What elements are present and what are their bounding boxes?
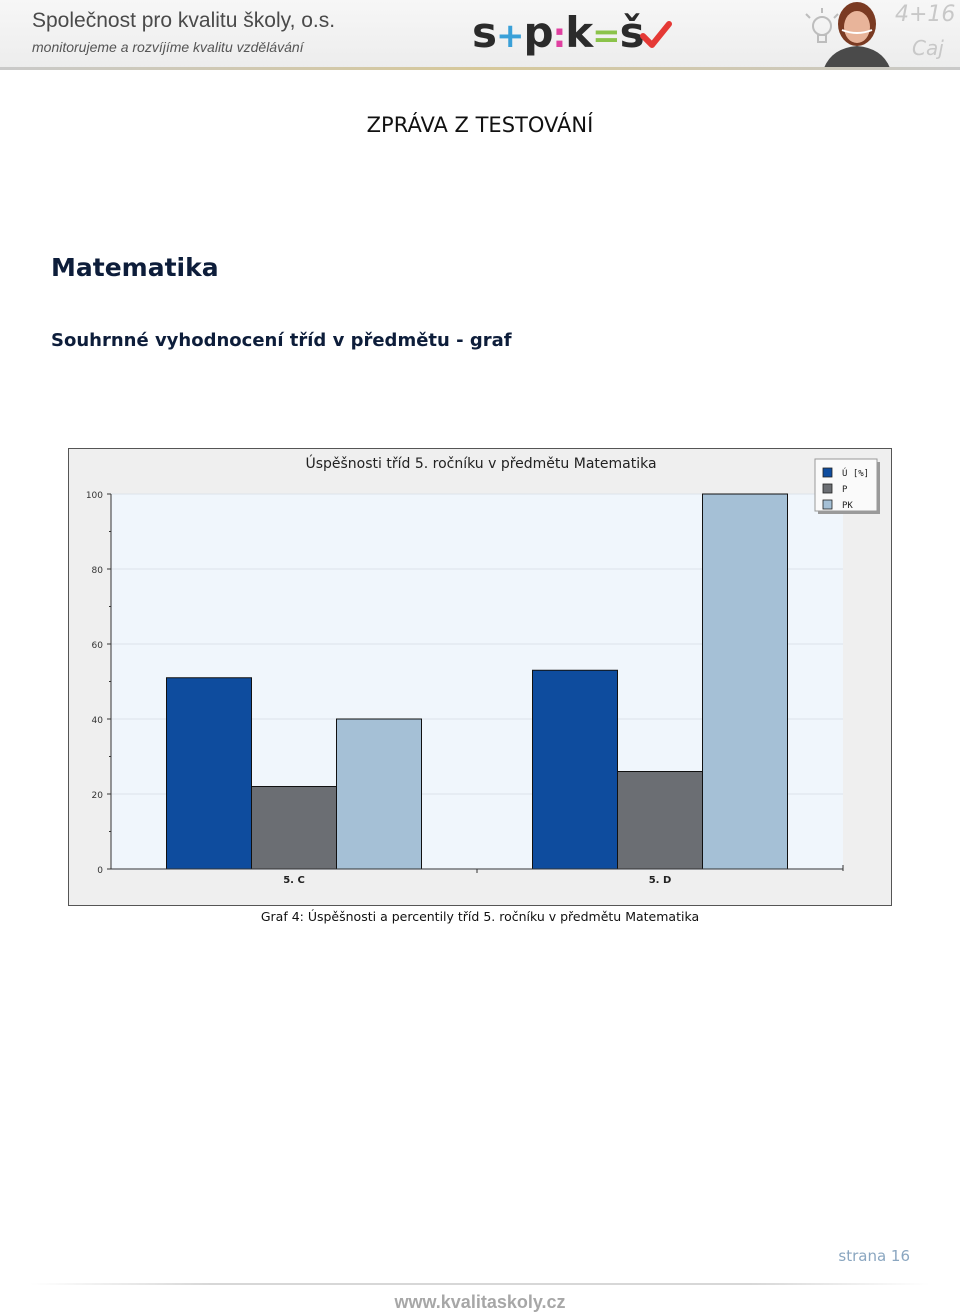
chart-title: Úspěšnosti tříd 5. ročníku v předmětu Ma… bbox=[305, 454, 656, 472]
person-photo bbox=[824, 2, 890, 68]
header-divider bbox=[0, 67, 960, 70]
y-tick-label: 80 bbox=[92, 566, 104, 576]
subject-heading: Matematika bbox=[51, 253, 219, 282]
legend-swatch bbox=[822, 499, 833, 510]
bar-5c-0 bbox=[166, 677, 252, 870]
checkmark-icon bbox=[640, 21, 672, 48]
logo-p: p bbox=[523, 8, 554, 57]
footer-divider bbox=[30, 1283, 930, 1285]
legend-label: PK bbox=[842, 501, 853, 511]
section-heading: Souhrnné vyhodnocení tříd v předmětu - g… bbox=[51, 330, 512, 351]
y-tick-label: 100 bbox=[86, 491, 103, 501]
chart-frame: Úspěšnosti tříd 5. ročníku v předmětu Ma… bbox=[68, 448, 892, 906]
lightbulb-icon bbox=[805, 8, 839, 43]
legend-label: Ú [%] bbox=[842, 467, 869, 479]
header-formula-text: 4+16 bbox=[895, 2, 956, 27]
bar-5d-2 bbox=[702, 493, 788, 870]
x-category-label: 5. C bbox=[283, 875, 305, 886]
bar-5d-1 bbox=[617, 771, 703, 870]
bar-5c-2 bbox=[336, 718, 422, 870]
axis-layer: 0 20 40 60 80 100 5. C 5. D bbox=[86, 491, 844, 886]
y-tick-label: 60 bbox=[92, 641, 104, 651]
legend-swatch bbox=[822, 483, 833, 494]
legend-swatch bbox=[822, 467, 833, 478]
page-header: Společnost pro kvalitu školy, o.s. monit… bbox=[0, 0, 960, 70]
page-number: strana 16 bbox=[838, 1247, 910, 1265]
logo-s-caron: š bbox=[619, 8, 645, 57]
x-category-label: 5. D bbox=[649, 875, 672, 886]
logo-k: k bbox=[565, 8, 593, 57]
y-tick-label: 0 bbox=[97, 866, 103, 876]
chart-caption: Graf 4: Úspěšnosti a percentily tříd 5. … bbox=[260, 909, 700, 924]
header-illustration: 4+16 Caj bbox=[800, 0, 960, 68]
logo-text: s+p:k=š bbox=[472, 6, 645, 63]
report-title: ZPRÁVA Z TESTOVÁNÍ bbox=[366, 113, 594, 137]
y-tick-label: 40 bbox=[92, 716, 104, 726]
logo-plus: + bbox=[496, 16, 524, 56]
logo-colon: : bbox=[552, 16, 567, 56]
bar-chart: Úspěšnosti tříd 5. ročníku v předmětu Ma… bbox=[86, 454, 880, 886]
logo-s: s bbox=[472, 8, 497, 57]
spks-logo: s+p:k=š bbox=[472, 6, 672, 64]
organization-name: Společnost pro kvalitu školy, o.s. bbox=[32, 9, 336, 32]
logo-equals: = bbox=[592, 16, 620, 56]
header-note-text: Caj bbox=[912, 36, 944, 60]
bar-5d-0 bbox=[532, 669, 618, 870]
chart-legend: Ú [%] P PK bbox=[814, 458, 880, 514]
y-tick-label: 20 bbox=[92, 791, 104, 801]
footer-website-link[interactable]: www.kvalitaskoly.cz bbox=[394, 1292, 566, 1312]
bars-layer bbox=[166, 493, 788, 870]
legend-label: P bbox=[842, 485, 848, 495]
bar-5c-1 bbox=[251, 786, 337, 870]
organization-tagline: monitorujeme a rozvíjíme kvalitu vzděláv… bbox=[32, 39, 304, 55]
